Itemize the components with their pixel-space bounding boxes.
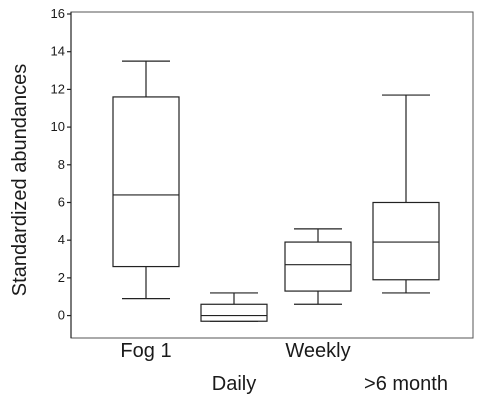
y-axis-title: Standardized abundances xyxy=(9,64,31,296)
box-group xyxy=(284,228,352,305)
y-axis-ticks: 0 2 4 6 8 10 12 14 16 xyxy=(51,6,71,323)
y-tick-label: 10 xyxy=(51,119,65,134)
y-tick-label: 4 xyxy=(58,232,65,247)
y-tick-label: 12 xyxy=(51,81,65,96)
box-series xyxy=(112,60,440,322)
y-tick-label: 2 xyxy=(58,270,65,285)
iqr-box xyxy=(284,241,352,292)
iqr-box xyxy=(112,96,180,268)
x-category-label: >6 month xyxy=(364,373,448,395)
x-category-label: Fog 1 xyxy=(120,340,171,362)
y-tick-label: 0 xyxy=(58,308,65,323)
iqr-box xyxy=(200,303,268,322)
y-tick-label: 6 xyxy=(58,194,65,209)
y-tick-label: 14 xyxy=(51,44,65,59)
x-category-label: Weekly xyxy=(285,340,350,362)
box-group xyxy=(372,94,440,294)
y-tick-label: 8 xyxy=(58,157,65,172)
iqr-box xyxy=(372,201,440,281)
box-group xyxy=(200,292,268,322)
x-category-label: Daily xyxy=(212,373,256,395)
y-tick-label: 16 xyxy=(51,6,65,21)
x-axis-labels: Fog 1 Daily Weekly >6 month xyxy=(120,340,448,395)
box-group xyxy=(112,60,180,300)
